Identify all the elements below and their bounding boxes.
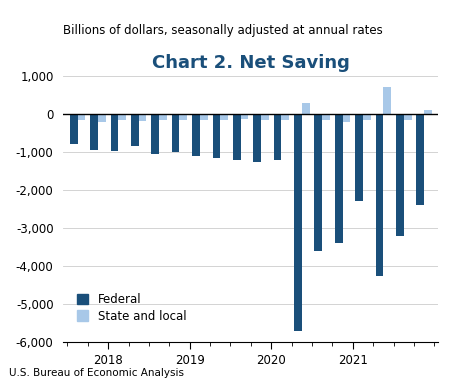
Bar bbox=[322, 114, 329, 120]
Bar bbox=[138, 114, 146, 121]
Bar bbox=[375, 114, 382, 276]
Bar bbox=[403, 114, 410, 120]
Legend: Federal, State and local: Federal, State and local bbox=[77, 293, 186, 323]
Bar bbox=[159, 114, 166, 120]
Bar bbox=[395, 114, 403, 236]
Bar bbox=[151, 114, 159, 154]
Bar bbox=[253, 114, 261, 162]
Bar bbox=[98, 114, 106, 122]
Bar bbox=[69, 114, 78, 144]
Bar bbox=[131, 114, 138, 146]
Bar bbox=[192, 114, 199, 156]
Bar bbox=[171, 114, 179, 152]
Bar bbox=[118, 114, 126, 120]
Bar bbox=[273, 114, 281, 160]
Bar bbox=[415, 114, 423, 205]
Bar bbox=[240, 114, 248, 119]
Bar bbox=[212, 114, 220, 158]
Bar bbox=[261, 114, 268, 120]
Bar bbox=[342, 114, 350, 122]
Bar bbox=[423, 110, 431, 114]
Bar bbox=[334, 114, 342, 243]
Bar bbox=[362, 114, 370, 120]
Bar bbox=[314, 114, 322, 251]
Bar bbox=[110, 114, 118, 151]
Bar bbox=[382, 87, 390, 114]
Bar bbox=[179, 114, 187, 120]
Bar bbox=[90, 114, 98, 150]
Bar bbox=[232, 114, 240, 160]
Bar bbox=[78, 114, 85, 120]
Title: Chart 2. Net Saving: Chart 2. Net Saving bbox=[152, 54, 349, 72]
Text: U.S. Bureau of Economic Analysis: U.S. Bureau of Economic Analysis bbox=[9, 368, 184, 378]
Bar bbox=[294, 114, 301, 331]
Text: Billions of dollars, seasonally adjusted at annual rates: Billions of dollars, seasonally adjusted… bbox=[63, 24, 382, 37]
Bar bbox=[354, 114, 362, 201]
Bar bbox=[301, 103, 309, 114]
Bar bbox=[220, 114, 227, 120]
Bar bbox=[199, 114, 207, 120]
Bar bbox=[281, 114, 289, 120]
